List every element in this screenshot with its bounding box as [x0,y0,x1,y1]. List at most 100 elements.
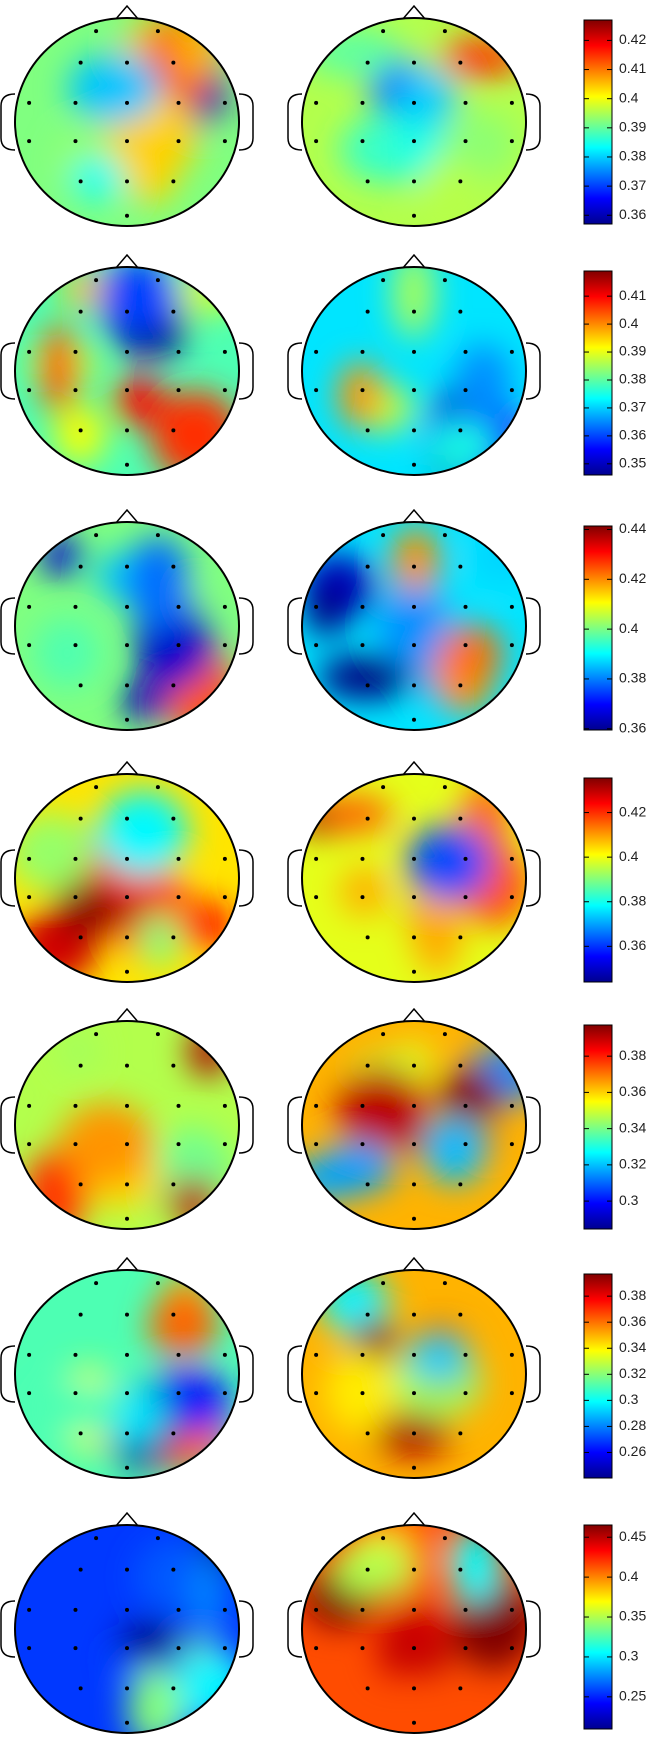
electrode [458,816,463,821]
electrode [73,856,78,861]
electrode [176,100,181,105]
colorbar-tick-label: 0.28 [619,1417,646,1433]
electrode [94,1536,99,1541]
electrode [412,564,416,569]
nose [114,4,140,21]
colorbar-tick-label: 0.42 [619,31,646,47]
electrode [412,1063,416,1068]
electrode [509,895,514,900]
electrode [73,1607,78,1612]
electrode [509,100,514,105]
electrode [171,1312,176,1317]
electrode [412,604,416,609]
electrode [222,1646,227,1651]
nose [401,760,427,777]
electrode [463,100,468,105]
colorbar-tick-label: 0.25 [619,1688,646,1704]
electrode [125,60,129,65]
map-blob [69,155,126,201]
electrode [125,100,129,105]
electrode [458,1431,463,1436]
electrode [78,1686,83,1691]
colorbar [583,525,613,731]
electrode [463,643,468,648]
electrode [442,533,447,538]
colorbar-tick-label: 0.38 [619,148,646,164]
electrode [381,1032,386,1037]
electrode [94,1032,99,1037]
electrode [78,935,83,940]
head-outline [301,1020,527,1230]
electrode [125,969,129,974]
electrode [125,179,129,184]
ear [525,342,541,400]
map-blob [174,1651,239,1722]
colorbar-tick-label: 0.35 [619,1608,646,1624]
electrode [360,1142,365,1147]
electrode [155,1281,160,1286]
electrode [381,785,386,790]
electrode [78,309,83,314]
map-blob [122,678,170,723]
electrode [509,856,514,861]
colorbar [583,19,613,225]
electrode [27,1103,32,1108]
electrode [365,816,370,821]
map-blob [406,824,490,901]
electrode [176,643,181,648]
electrode [442,29,447,34]
map-blob [401,67,458,127]
nose [114,1256,140,1273]
electrode [94,278,99,283]
colorbar-tick-label: 0.3 [619,1192,639,1208]
electrode [125,1312,129,1317]
nose [401,253,427,270]
electrode [73,1142,78,1147]
electrode [314,856,319,861]
electrode [458,1182,463,1187]
colorbar-tick-label: 0.38 [619,670,646,686]
head-outline [301,773,527,983]
electrode [27,100,32,105]
electrode [314,349,319,354]
electrode [125,895,129,900]
colorbar-tick-label: 0.37 [619,399,646,415]
scalp-map [15,18,239,226]
electrode [381,1536,386,1541]
electrode [171,564,176,569]
map-blob [377,1623,417,1677]
map-blob [338,362,383,429]
electrode [509,1142,514,1147]
scalp-map [302,267,526,475]
electrode [73,604,78,609]
electrode [509,604,514,609]
ear [287,1096,303,1154]
map-blob [148,1293,219,1358]
electrode [125,1063,129,1068]
electrode [125,1465,129,1470]
electrode [171,309,176,314]
map-blob [58,1030,98,1072]
electrode [78,428,83,433]
electrode [412,1182,416,1187]
map-blob [336,1066,427,1151]
map-blob [304,586,347,637]
electrode [463,604,468,609]
electrode [412,856,416,861]
nose [401,4,427,21]
nose [114,508,140,525]
electrode [365,309,370,314]
electrode [125,1216,129,1221]
nose [114,760,140,777]
electrode [463,139,468,144]
electrode [412,969,416,974]
electrode [78,1431,83,1436]
electrode [222,100,227,105]
electrode [360,856,365,861]
electrode [509,643,514,648]
map-blob [449,1526,501,1603]
electrode [463,856,468,861]
electrode [27,349,32,354]
electrode [365,935,370,940]
colorbar-tick-label: 0.44 [619,520,646,536]
